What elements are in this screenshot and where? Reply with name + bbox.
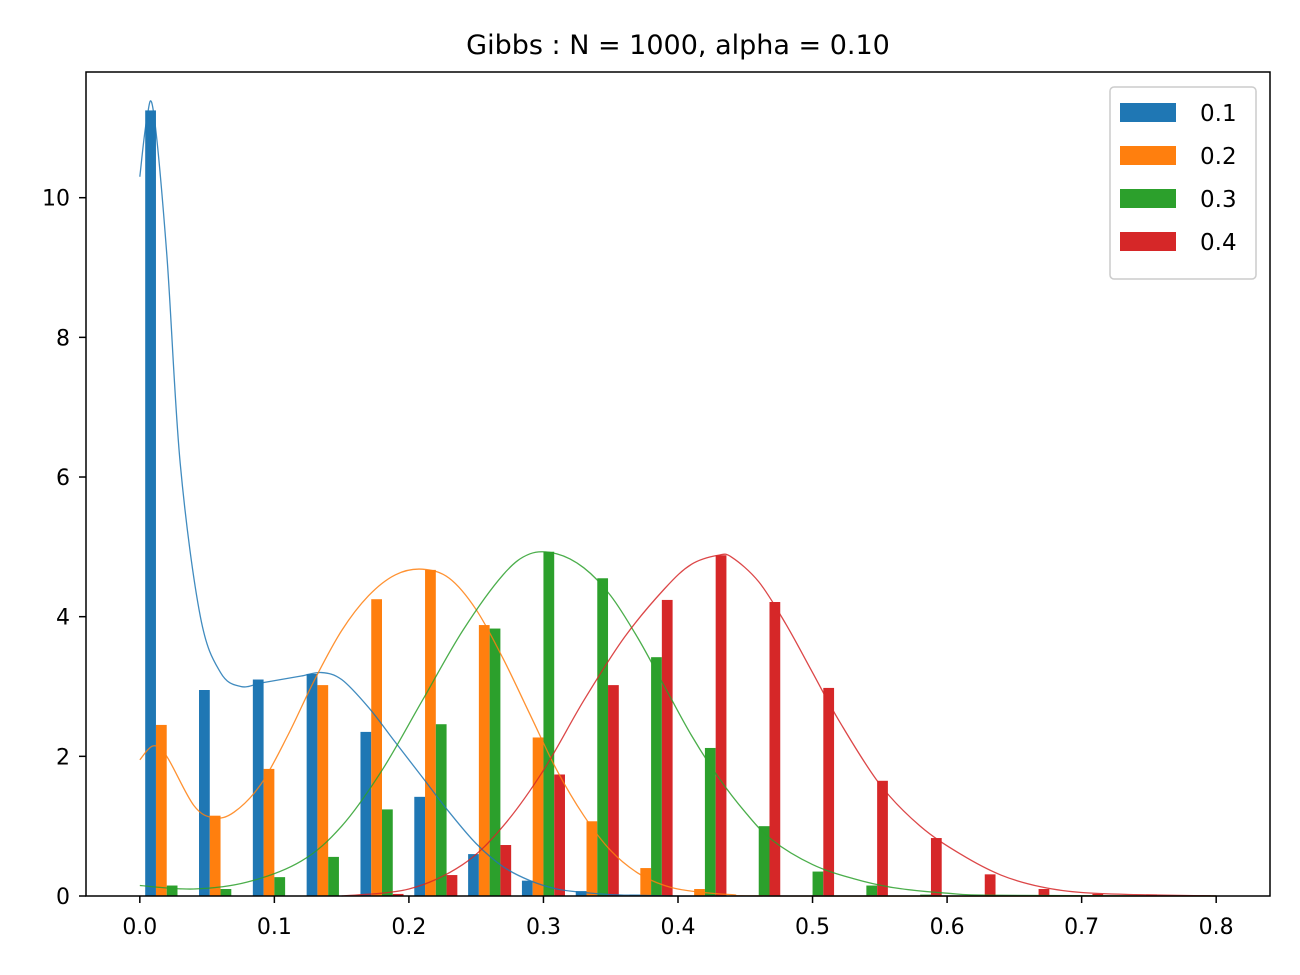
bar-series-0.4-bin-8 [608,685,619,896]
bar-series-0.4-bin-15 [984,874,996,896]
bar-series-0.3-bin-11 [758,826,770,896]
bar-series-0.4-bin-14 [930,838,942,896]
bar-series-0.4-bin-5 [446,875,458,896]
bar-series-0.3-bin-7 [543,551,555,896]
bar-series-0.1-bin-5 [414,796,426,896]
bar-series-0.2-bin-5 [425,569,436,896]
bar-series-0.4-bin-17 [1092,893,1104,896]
x-axis: 0.0 0.1 0.2 0.3 0.4 0.5 0.6 0.7 0.8 [122,896,1234,940]
x-tick-label: 0.7 [1064,915,1099,940]
bar-series-0.4-bin-13 [877,780,888,896]
bar-series-0.2-bin-7 [532,737,544,896]
x-tick-label: 0.3 [526,915,561,940]
y-tick-label: 10 [42,187,70,212]
x-tick-label: 0.6 [930,915,965,940]
bar-series-0.1-bin-3 [306,673,318,896]
bar-series-0.3-bin-6 [489,628,501,896]
x-tick-label: 0.0 [122,915,157,940]
bar-series-0.4-bin-6 [500,845,512,896]
legend: 0.1 0.2 0.3 0.4 [1109,86,1257,280]
bar-series-0.4-bin-9 [661,599,673,896]
bar-series-0.1-bin-0 [145,110,156,896]
bar-series-0.1-bin-7 [521,880,533,896]
bar-series-0.3-bin-12 [812,871,824,896]
legend-swatch-0.2 [1120,146,1176,165]
bar-series-0.3-bin-3 [328,856,339,896]
bar-series-0.3-bin-13 [866,885,878,896]
bar-series-0.3-bin-0 [166,885,178,896]
legend-swatch-0.1 [1120,103,1176,122]
kde-line-series-0.3 [139,550,1217,897]
kde-line-series-0.2 [139,568,1217,897]
y-tick-label: 4 [56,606,70,631]
bar-series-0.3-bin-4 [382,809,393,896]
legend-label-0.1: 0.1 [1200,101,1237,127]
bar-series-0.2-bin-1 [209,815,221,896]
bar-series-0.4-bin-12 [823,687,835,896]
chart-title: Gibbs : N = 1000, alpha = 0.10 [466,30,890,61]
bar-series-0.1-bin-1 [199,690,210,896]
y-tick-label: 0 [56,885,70,910]
bar-series-0.3-bin-1 [220,889,232,896]
bar-series-0.2-bin-8 [586,821,598,896]
y-tick-label: 6 [56,466,70,491]
bar-series-0.4-bin-7 [554,774,565,896]
y-tick-label: 8 [56,326,70,351]
x-tick-label: 0.1 [257,915,292,940]
x-tick-label: 0.2 [391,915,426,940]
bar-series-0.4-bin-16 [1038,889,1050,896]
bar-series-0.2-bin-6 [478,625,490,896]
bar-series-0.3-bin-8 [597,578,609,896]
bar-series-0.3-bin-2 [274,877,286,896]
bar-series-0.2-bin-0 [155,724,167,896]
bar-series-0.2-bin-2 [263,768,275,896]
plot-background [86,72,1270,896]
y-tick-label: 2 [56,745,70,770]
bar-series-0.3-bin-5 [435,724,447,896]
legend-label-0.3: 0.3 [1200,187,1237,213]
bar-series-0.2-bin-4 [371,599,382,896]
legend-frame [1109,86,1257,280]
bar-series-0.4-bin-11 [769,602,781,896]
plot-area [85,71,1271,897]
bar-series-0.3-bin-9 [651,657,662,896]
bar-series-0.2-bin-3 [317,685,329,896]
x-tick-label: 0.8 [1199,915,1234,940]
bar-series-0.4-bin-4 [392,893,404,896]
legend-swatch-0.3 [1120,189,1176,208]
bar-series-0.1-bin-6 [468,854,479,896]
legend-label-0.4: 0.4 [1200,230,1237,256]
bar-series-0.4-bin-10 [715,555,727,896]
y-axis: 0 2 4 6 8 10 [42,187,86,910]
bar-series-0.3-bin-10 [704,747,716,896]
legend-label-0.2: 0.2 [1200,144,1237,170]
bar-series-0.2-bin-9 [640,868,652,896]
bar-series-0.1-bin-8 [575,891,587,896]
x-tick-label: 0.5 [795,915,830,940]
x-tick-label: 0.4 [661,915,696,940]
legend-swatch-0.4 [1120,232,1176,251]
bar-series-0.1-bin-4 [360,731,372,896]
kde-line-series-0.4 [341,553,1217,897]
